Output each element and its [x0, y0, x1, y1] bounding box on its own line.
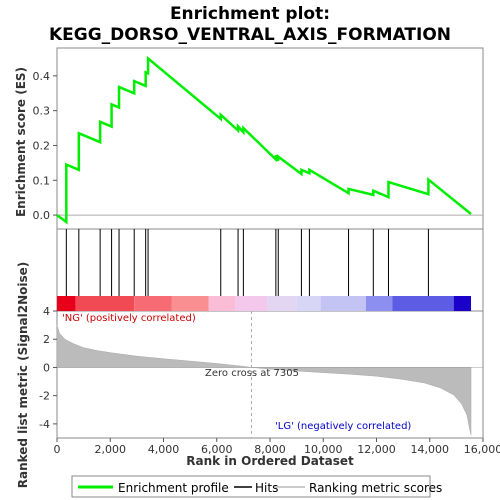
- x-tick-label-4: 8,000: [254, 443, 286, 456]
- x-tick-label-3: 6,000: [201, 443, 233, 456]
- x-tick-label-1: 2,000: [95, 443, 127, 456]
- metric-y-tick-label-0: 4: [43, 305, 50, 318]
- legend-label-hits: Hits: [255, 481, 278, 495]
- heat-block-11: [453, 296, 472, 311]
- heat-block-7: [296, 296, 321, 311]
- positive-correlation-label: 'NG' (positively correlated): [62, 313, 196, 324]
- x-tick-label-5: 10,000: [304, 443, 343, 456]
- zero-cross-label: Zero cross at 7305: [205, 368, 299, 379]
- x-tick-label-6: 12,000: [357, 443, 396, 456]
- es-y-tick-label-3: 0.3: [33, 105, 51, 118]
- metric-group: [56, 311, 483, 438]
- chart-title-line2: KEGG_DORSO_VENTRAL_AXIS_FORMATION: [49, 25, 451, 45]
- es-y-tick-label-0: 0.0: [33, 209, 51, 222]
- es-y-tick-label-2: 0.2: [33, 139, 51, 152]
- x-axis-label: Rank in Ordered Dataset: [186, 454, 354, 468]
- heat-block-1: [75, 296, 135, 311]
- metric-y-tick-label-4: -4: [39, 418, 50, 431]
- es-y-tick-label-4: 0.4: [33, 70, 51, 83]
- heat-block-3: [171, 296, 209, 311]
- heat-block-6: [267, 296, 297, 311]
- heat-block-9: [365, 296, 393, 311]
- x-tick-label-0: 0: [54, 443, 61, 456]
- legend-label-enrichment: Enrichment profile: [118, 481, 229, 495]
- heat-block-4: [208, 296, 236, 311]
- ranking-metric-area: [56, 325, 472, 436]
- heat-block-0: [57, 296, 76, 311]
- heat-block-2: [134, 296, 172, 311]
- metric-y-tick-label-3: -2: [39, 390, 50, 403]
- metric-y-tick-label-1: 2: [43, 333, 50, 346]
- axes-group: 0.0 0.1 0.2 0.3 0.4 4 2 0 -2 -4 0 2,000 4,000 6,000 8,…: [33, 70, 500, 456]
- heat-block-8: [320, 296, 366, 311]
- enrichment-profile-line: [56, 55, 472, 225]
- es-panel: [56, 47, 484, 230]
- y-axis-label-es: Enrichment score (ES): [14, 67, 28, 217]
- heatmap-bar-group: [57, 296, 472, 311]
- metric-y-tick-label-2: 0: [43, 361, 50, 374]
- es-y-tick-label-1: 0.1: [33, 174, 51, 187]
- x-tick-label-8: 16,000: [464, 443, 500, 456]
- chart-title-line1: Enrichment plot:: [170, 4, 330, 24]
- heat-block-5: [235, 296, 268, 311]
- y-axis-label-metric: Ranked list metric (Signal2Noise): [16, 262, 30, 489]
- es-curve-group: [56, 55, 472, 225]
- x-tick-label-7: 14,000: [411, 443, 450, 456]
- legend-label-metric: Ranking metric scores: [309, 481, 442, 495]
- x-tick-label-2: 4,000: [148, 443, 180, 456]
- negative-correlation-label: 'LG' (negatively correlated): [275, 421, 411, 432]
- hits-group: [65, 229, 429, 296]
- heat-block-10: [392, 296, 454, 311]
